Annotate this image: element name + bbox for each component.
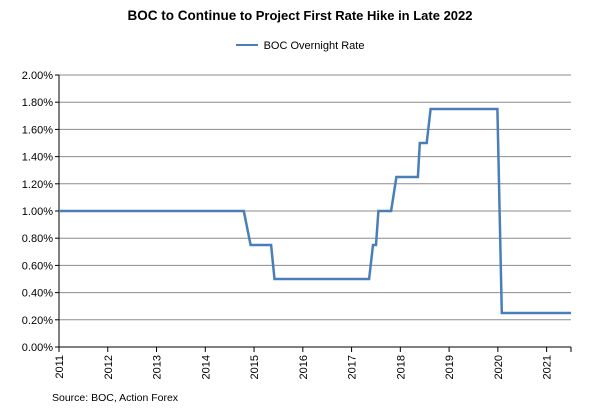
- series-line-boc-overnight-rate: [59, 107, 571, 315]
- x-tick-label: 2019: [444, 355, 456, 379]
- x-tick-label: 2014: [200, 355, 212, 379]
- x-tick-label: 2012: [103, 355, 115, 379]
- y-tick-label: 2.00%: [22, 70, 53, 82]
- source-note: Source: BOC, Action Forex: [52, 392, 179, 404]
- y-tick-label: 1.60%: [22, 124, 53, 136]
- x-tick-label: 2016: [298, 355, 310, 379]
- chart-legend: BOC Overnight Rate: [0, 40, 600, 52]
- x-tick-label: 2015: [249, 355, 261, 379]
- y-tick-label: 0.00%: [22, 342, 53, 354]
- x-tick-label: 2011: [54, 355, 66, 379]
- x-tick-label: 2021: [542, 355, 554, 379]
- x-tick-label: 2020: [493, 355, 505, 379]
- x-tick-label: 2017: [347, 355, 359, 379]
- y-tick-label: 0.80%: [22, 233, 53, 245]
- y-tick-label: 1.80%: [22, 97, 53, 109]
- x-tick-label: 2013: [152, 355, 164, 379]
- legend-label: BOC Overnight Rate: [263, 40, 365, 52]
- x-tick-label: 2018: [395, 355, 407, 379]
- chart-title-part2: to Project First Rate Hike in Late 2022: [239, 8, 473, 23]
- y-tick-label: 1.20%: [22, 179, 53, 191]
- legend-swatch: [235, 44, 258, 47]
- chart-title: BOC to Continue to Project First Rate Hi…: [0, 8, 600, 23]
- y-tick-label: 0.60%: [22, 260, 53, 272]
- y-tick-label: 0.20%: [22, 315, 53, 327]
- chart-title-part1: BOC to Continue: [127, 8, 237, 23]
- y-tick-label: 1.00%: [22, 206, 53, 218]
- y-tick-label: 0.40%: [22, 288, 53, 300]
- y-tick-label: 1.40%: [22, 152, 53, 164]
